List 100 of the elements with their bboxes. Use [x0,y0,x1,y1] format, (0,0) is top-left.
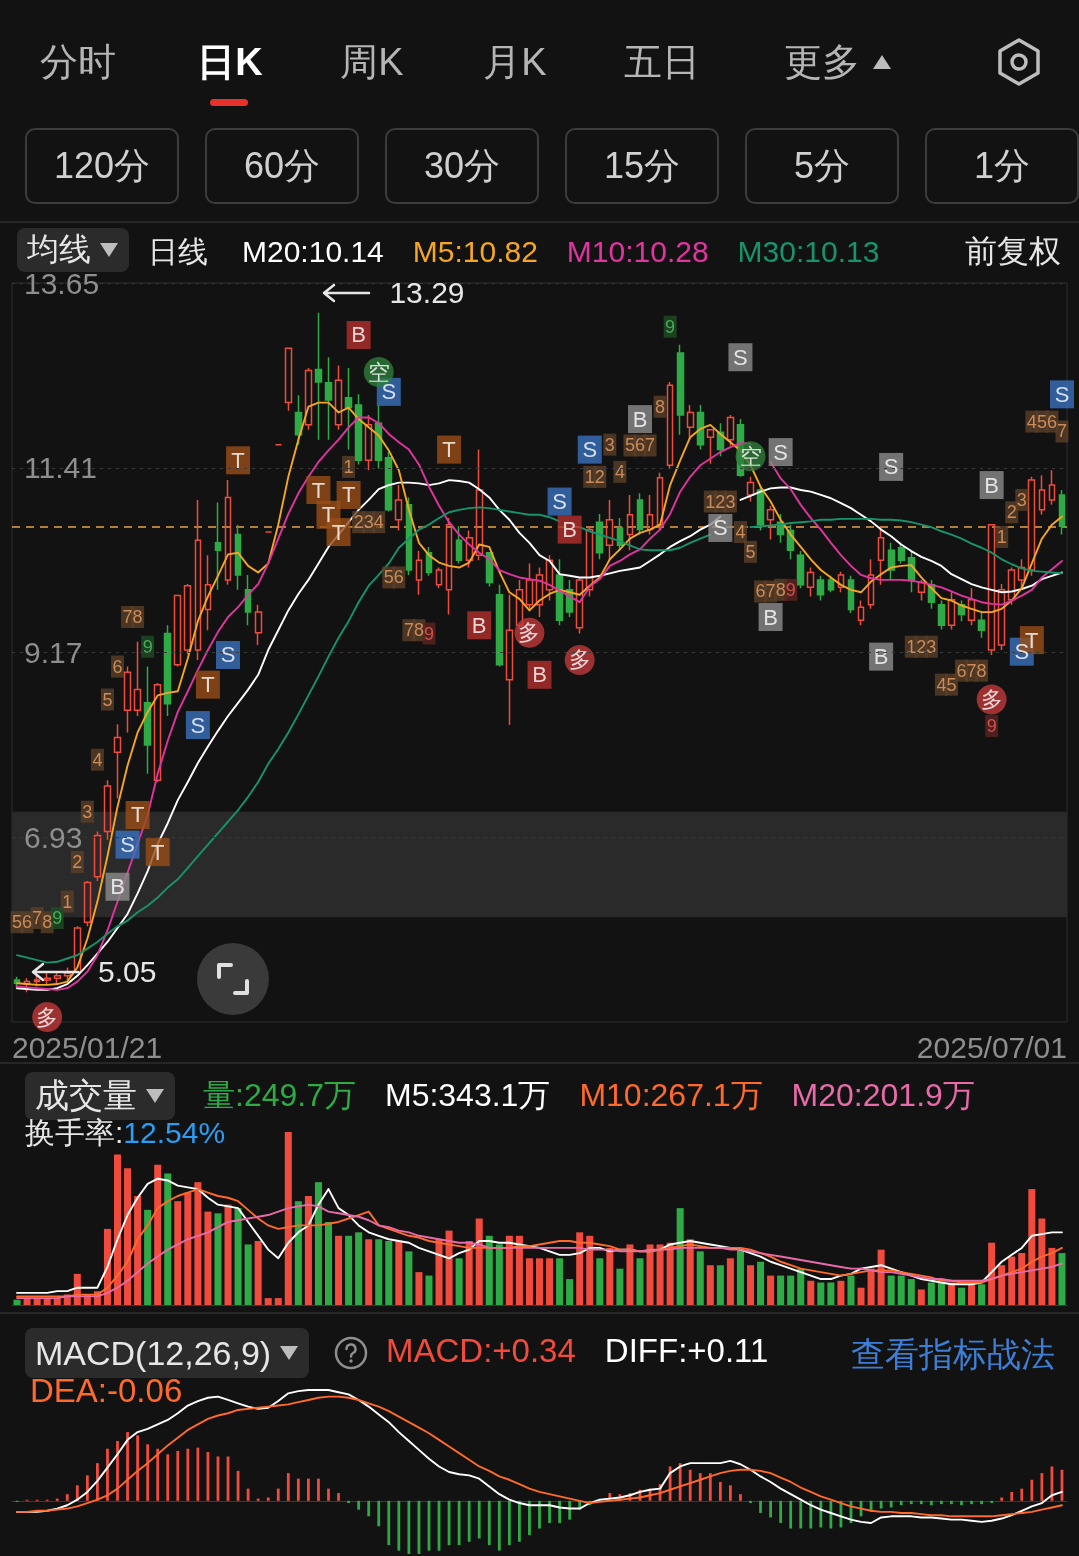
text: 多 [518,620,541,646]
series-label: 7 [32,908,43,929]
series-label: 8 [42,912,53,933]
series-label: 6 [22,912,33,933]
series-label: 2 [72,851,83,872]
text: 1 [996,527,1007,548]
y-tick-label: 6.93 [24,820,83,854]
text: 6 [1046,411,1057,432]
dropdown: 均线 [17,228,129,272]
text: 7 [966,660,977,681]
y-tick-label: 11.41 [24,451,97,485]
text: B [532,662,547,688]
text: M20:201.9万 [791,1077,975,1113]
text: MACD:+0.34 [386,1332,576,1369]
text: T [150,839,165,865]
series-label: 4 [92,749,103,770]
annotation: 5.05 [98,955,157,990]
annotation: 13.29 [389,275,465,310]
text: 1 [584,466,595,487]
text: 3 [725,491,736,512]
text: T [341,482,356,508]
chart-title: 均线 [27,230,91,269]
text: 五日 [624,40,700,85]
text: 周K [340,40,404,85]
text: 3 [926,636,937,657]
text: 1 [705,491,716,512]
text: S [1054,381,1070,407]
text: 空 [367,359,390,385]
text: T [442,437,456,463]
series-label: 9 [52,908,63,929]
text: B [471,612,487,638]
text: S [883,454,899,480]
text: 多 [36,1004,59,1030]
text: 4 [1026,411,1037,432]
text: 9 [986,715,997,736]
text: B [763,604,778,630]
text: M5:10.82 [412,234,538,268]
text: 7 [403,620,414,641]
text: 5 [624,435,635,456]
text: 多 [568,647,591,673]
text: 5 [946,674,957,695]
text: S [582,437,598,463]
series-label: 多 [980,687,1003,713]
text: M30:10.13 [737,234,880,268]
text: 5 [1036,411,1047,432]
text: 6 [755,581,766,602]
text: 5 [745,541,756,562]
text: S [190,712,206,738]
text: 4 [373,512,384,533]
button: 60分 [205,128,359,204]
text: S [773,439,788,465]
text: 3 [363,512,374,533]
text: M10:10.28 [566,234,709,268]
text: 9 [785,579,796,600]
chart-subtitle: 日线 [148,234,208,270]
text: 月K [483,40,547,85]
text: B [632,406,648,432]
text: 6 [393,567,404,588]
text: 查看指标战法 [851,1334,1055,1374]
y-tick-label: 9.17 [24,636,83,669]
text: 8 [775,579,786,600]
text: 4 [936,674,947,695]
text: 更多 [784,40,860,85]
text: 2025/07/01 [916,1030,1067,1066]
text: M5:343.1万 [384,1077,551,1113]
text: B [984,472,999,498]
text: 8 [976,660,987,681]
button: 30分 [385,128,539,204]
text: B [351,322,366,348]
button: 15分 [565,128,719,204]
text: S [552,489,567,515]
text: 3 [1016,489,1027,510]
text: 6 [956,660,967,681]
text: 2 [1006,502,1017,523]
text: 2025/01/21 [12,1030,163,1066]
text: 6 [634,435,645,456]
text: T [331,519,346,545]
series-label: B [110,874,125,900]
button: 5分 [745,128,899,204]
text: M20:10.14 [242,234,384,268]
chart-title: 成交量 [35,1076,137,1114]
text: 8 [413,620,424,641]
text: 8 [655,396,666,417]
text: 6 [112,656,123,677]
text: 7 [1056,421,1067,442]
chart-title: MACD(12,26,9) [35,1333,272,1373]
text: 8 [132,607,143,628]
text: T [201,672,215,698]
series-label: 空 [739,443,762,469]
text: B [873,644,889,670]
text: S [713,515,728,541]
series-label: 3 [82,801,93,822]
text: 2 [353,512,364,533]
text: 9 [423,623,434,644]
text: 5 [383,567,394,588]
text: 4 [614,461,625,482]
text: T [311,477,326,503]
text: 5 [102,689,113,710]
text: 9 [665,316,676,337]
series-label: S [120,832,135,858]
